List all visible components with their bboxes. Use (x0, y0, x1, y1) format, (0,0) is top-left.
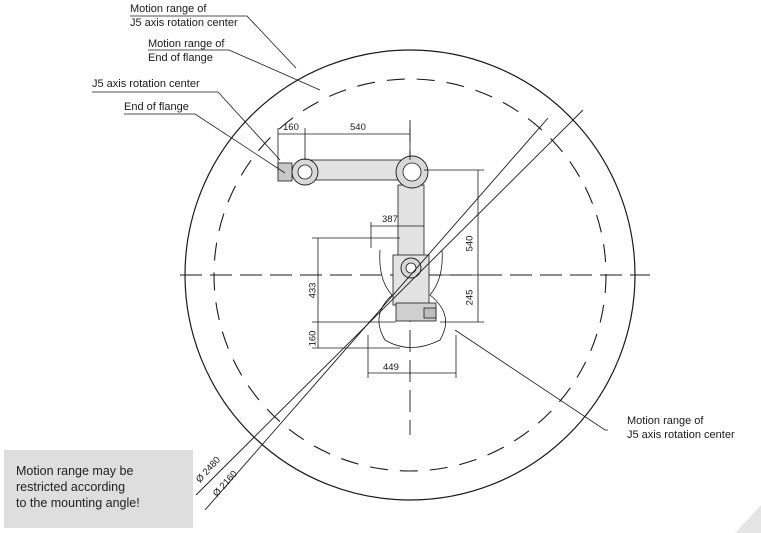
j5-range-bottom-label: Motion range of J5 axis rotation center (627, 415, 735, 441)
dim-160-left: 160 (307, 330, 319, 347)
flange-range-label: Motion range of End of flange (148, 38, 225, 64)
mounting-angle-note: Motion range may be restricted according… (4, 450, 193, 528)
dim-449: 449 (383, 362, 399, 373)
dim-433: 433 (307, 282, 319, 299)
j5-center-label: J5 axis rotation center (92, 78, 200, 90)
dim-160-top: 160 (283, 122, 299, 133)
note-text: Motion range may be restricted according… (16, 464, 140, 510)
callout-leaders (92, 15, 608, 431)
corner-shading (735, 505, 761, 533)
dimension-lines (277, 128, 484, 378)
diameter-2160-line (204, 117, 549, 511)
dim-540-top: 540 (350, 122, 366, 133)
j5-outer-range-label: Motion range of J5 axis rotation center (130, 3, 238, 29)
dim-540-right: 540 (464, 235, 476, 252)
diameter-2480-line (195, 109, 584, 496)
robot-arm (277, 155, 437, 322)
end-of-flange-label: End of flange (124, 101, 189, 113)
dim-387: 387 (382, 214, 398, 225)
dim-245: 245 (464, 289, 476, 306)
base-footprint-outline (378, 249, 447, 348)
